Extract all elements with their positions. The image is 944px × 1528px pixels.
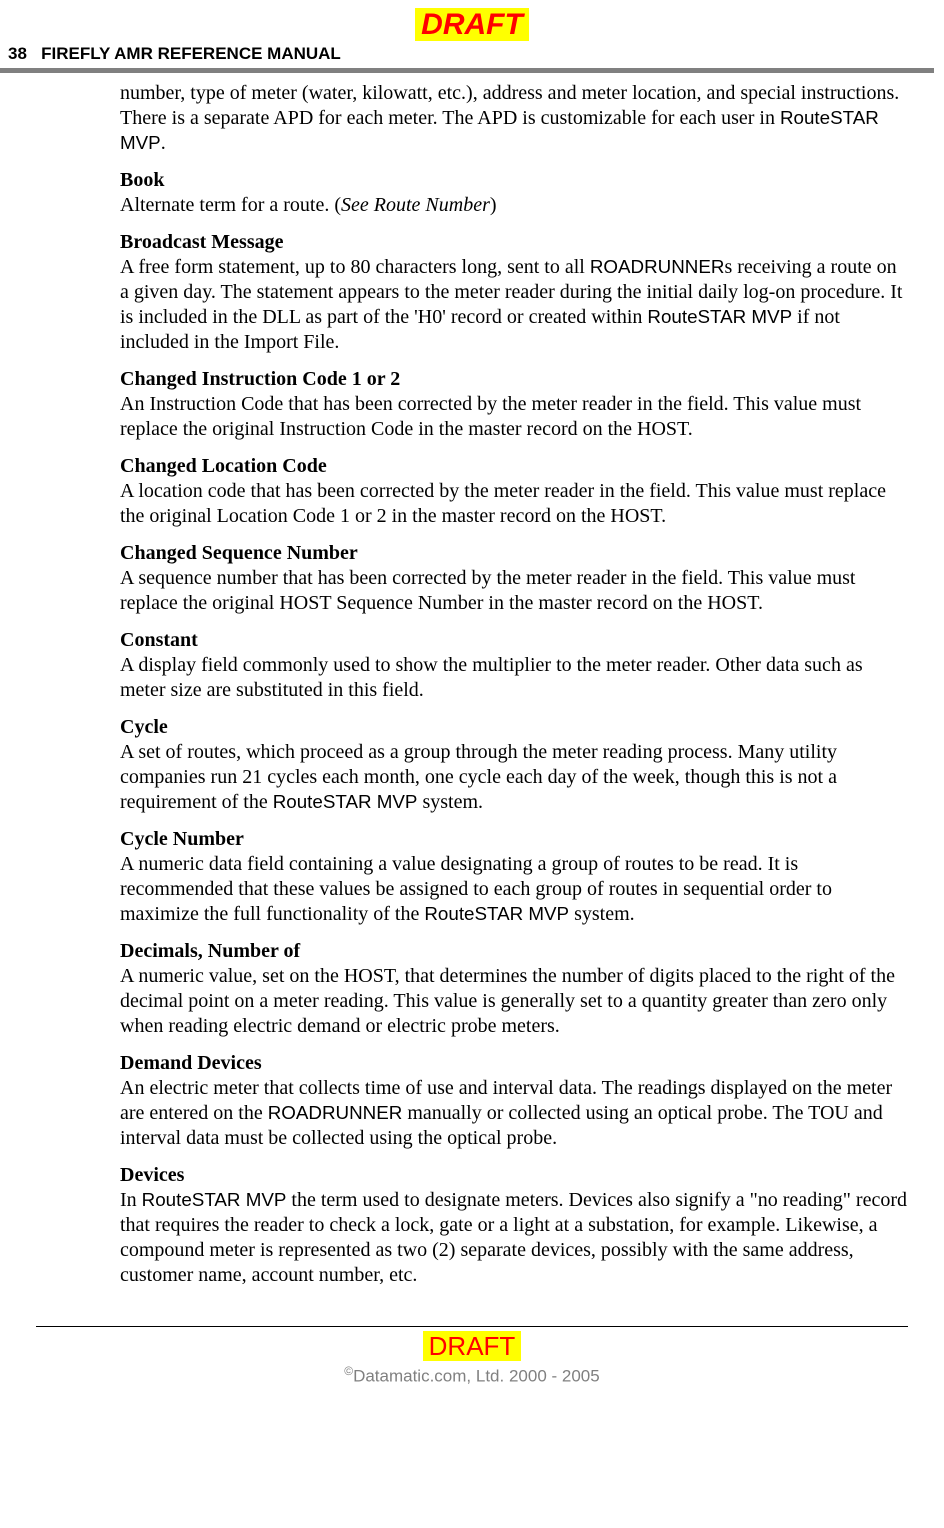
def-demand-devices: An electric meter that collects time of … <box>120 1076 908 1151</box>
intro-paragraph: number, type of meter (water, kilowatt, … <box>120 81 908 156</box>
manual-title: FIREFLY AMR REFERENCE MANUAL <box>41 44 341 63</box>
draft-watermark-bottom: DRAFT <box>0 1331 944 1362</box>
term-changed-location: Changed Location Code <box>120 454 908 479</box>
draft-bottom-text: DRAFT <box>423 1331 522 1361</box>
intro-tail: . <box>161 132 166 154</box>
page-number: 38 <box>8 44 27 63</box>
page-header: 38 FIREFLY AMR REFERENCE MANUAL <box>0 42 944 68</box>
def-devices: In RouteSTAR MVP the term used to design… <box>120 1188 908 1288</box>
copyright-text: Datamatic.com, Ltd. 2000 - 2005 <box>353 1367 600 1386</box>
term-broadcast: Broadcast Message <box>120 230 908 255</box>
draft-watermark-top: DRAFT <box>0 0 944 42</box>
glossary-entry-devices: Devices In RouteSTAR MVP the term used t… <box>120 1163 908 1288</box>
def-cycle-number: A numeric data field containing a value … <box>120 852 908 927</box>
def-constant: A display field commonly used to show th… <box>120 653 908 703</box>
def-cycle: A set of routes, which proceed as a grou… <box>120 740 908 815</box>
term-decimals: Decimals, Number of <box>120 939 908 964</box>
def-book: Alternate term for a route. (See Route N… <box>120 193 908 218</box>
def-changed-sequence: A sequence number that has been correcte… <box>120 566 908 616</box>
copyright-line: ©Datamatic.com, Ltd. 2000 - 2005 <box>0 1364 944 1387</box>
content-area: number, type of meter (water, kilowatt, … <box>0 73 944 1288</box>
term-constant: Constant <box>120 628 908 653</box>
glossary-entry-constant: Constant A display field commonly used t… <box>120 628 908 703</box>
def-changed-location: A location code that has been corrected … <box>120 479 908 529</box>
term-book: Book <box>120 168 908 193</box>
page: DRAFT 38 FIREFLY AMR REFERENCE MANUAL nu… <box>0 0 944 1387</box>
glossary-entry-changed-location: Changed Location Code A location code th… <box>120 454 908 529</box>
draft-top-text: DRAFT <box>415 8 529 41</box>
term-cycle-number: Cycle Number <box>120 827 908 852</box>
glossary-entry-cycle: Cycle A set of routes, which proceed as … <box>120 715 908 815</box>
footer-rule <box>36 1326 908 1327</box>
term-demand-devices: Demand Devices <box>120 1051 908 1076</box>
glossary-entry-book: Book Alternate term for a route. (See Ro… <box>120 168 908 218</box>
term-changed-instruction: Changed Instruction Code 1 or 2 <box>120 367 908 392</box>
glossary-entry-demand-devices: Demand Devices An electric meter that co… <box>120 1051 908 1151</box>
glossary-entry-cycle-number: Cycle Number A numeric data field contai… <box>120 827 908 927</box>
glossary-entry-decimals: Decimals, Number of A numeric value, set… <box>120 939 908 1039</box>
def-decimals: A numeric value, set on the HOST, that d… <box>120 964 908 1039</box>
term-changed-sequence: Changed Sequence Number <box>120 541 908 566</box>
term-cycle: Cycle <box>120 715 908 740</box>
glossary-entry-changed-instruction: Changed Instruction Code 1 or 2 An Instr… <box>120 367 908 442</box>
def-changed-instruction: An Instruction Code that has been correc… <box>120 392 908 442</box>
glossary-entry-changed-sequence: Changed Sequence Number A sequence numbe… <box>120 541 908 616</box>
def-broadcast: A free form statement, up to 80 characte… <box>120 255 908 355</box>
glossary-entry-broadcast: Broadcast Message A free form statement,… <box>120 230 908 355</box>
term-devices: Devices <box>120 1163 908 1188</box>
